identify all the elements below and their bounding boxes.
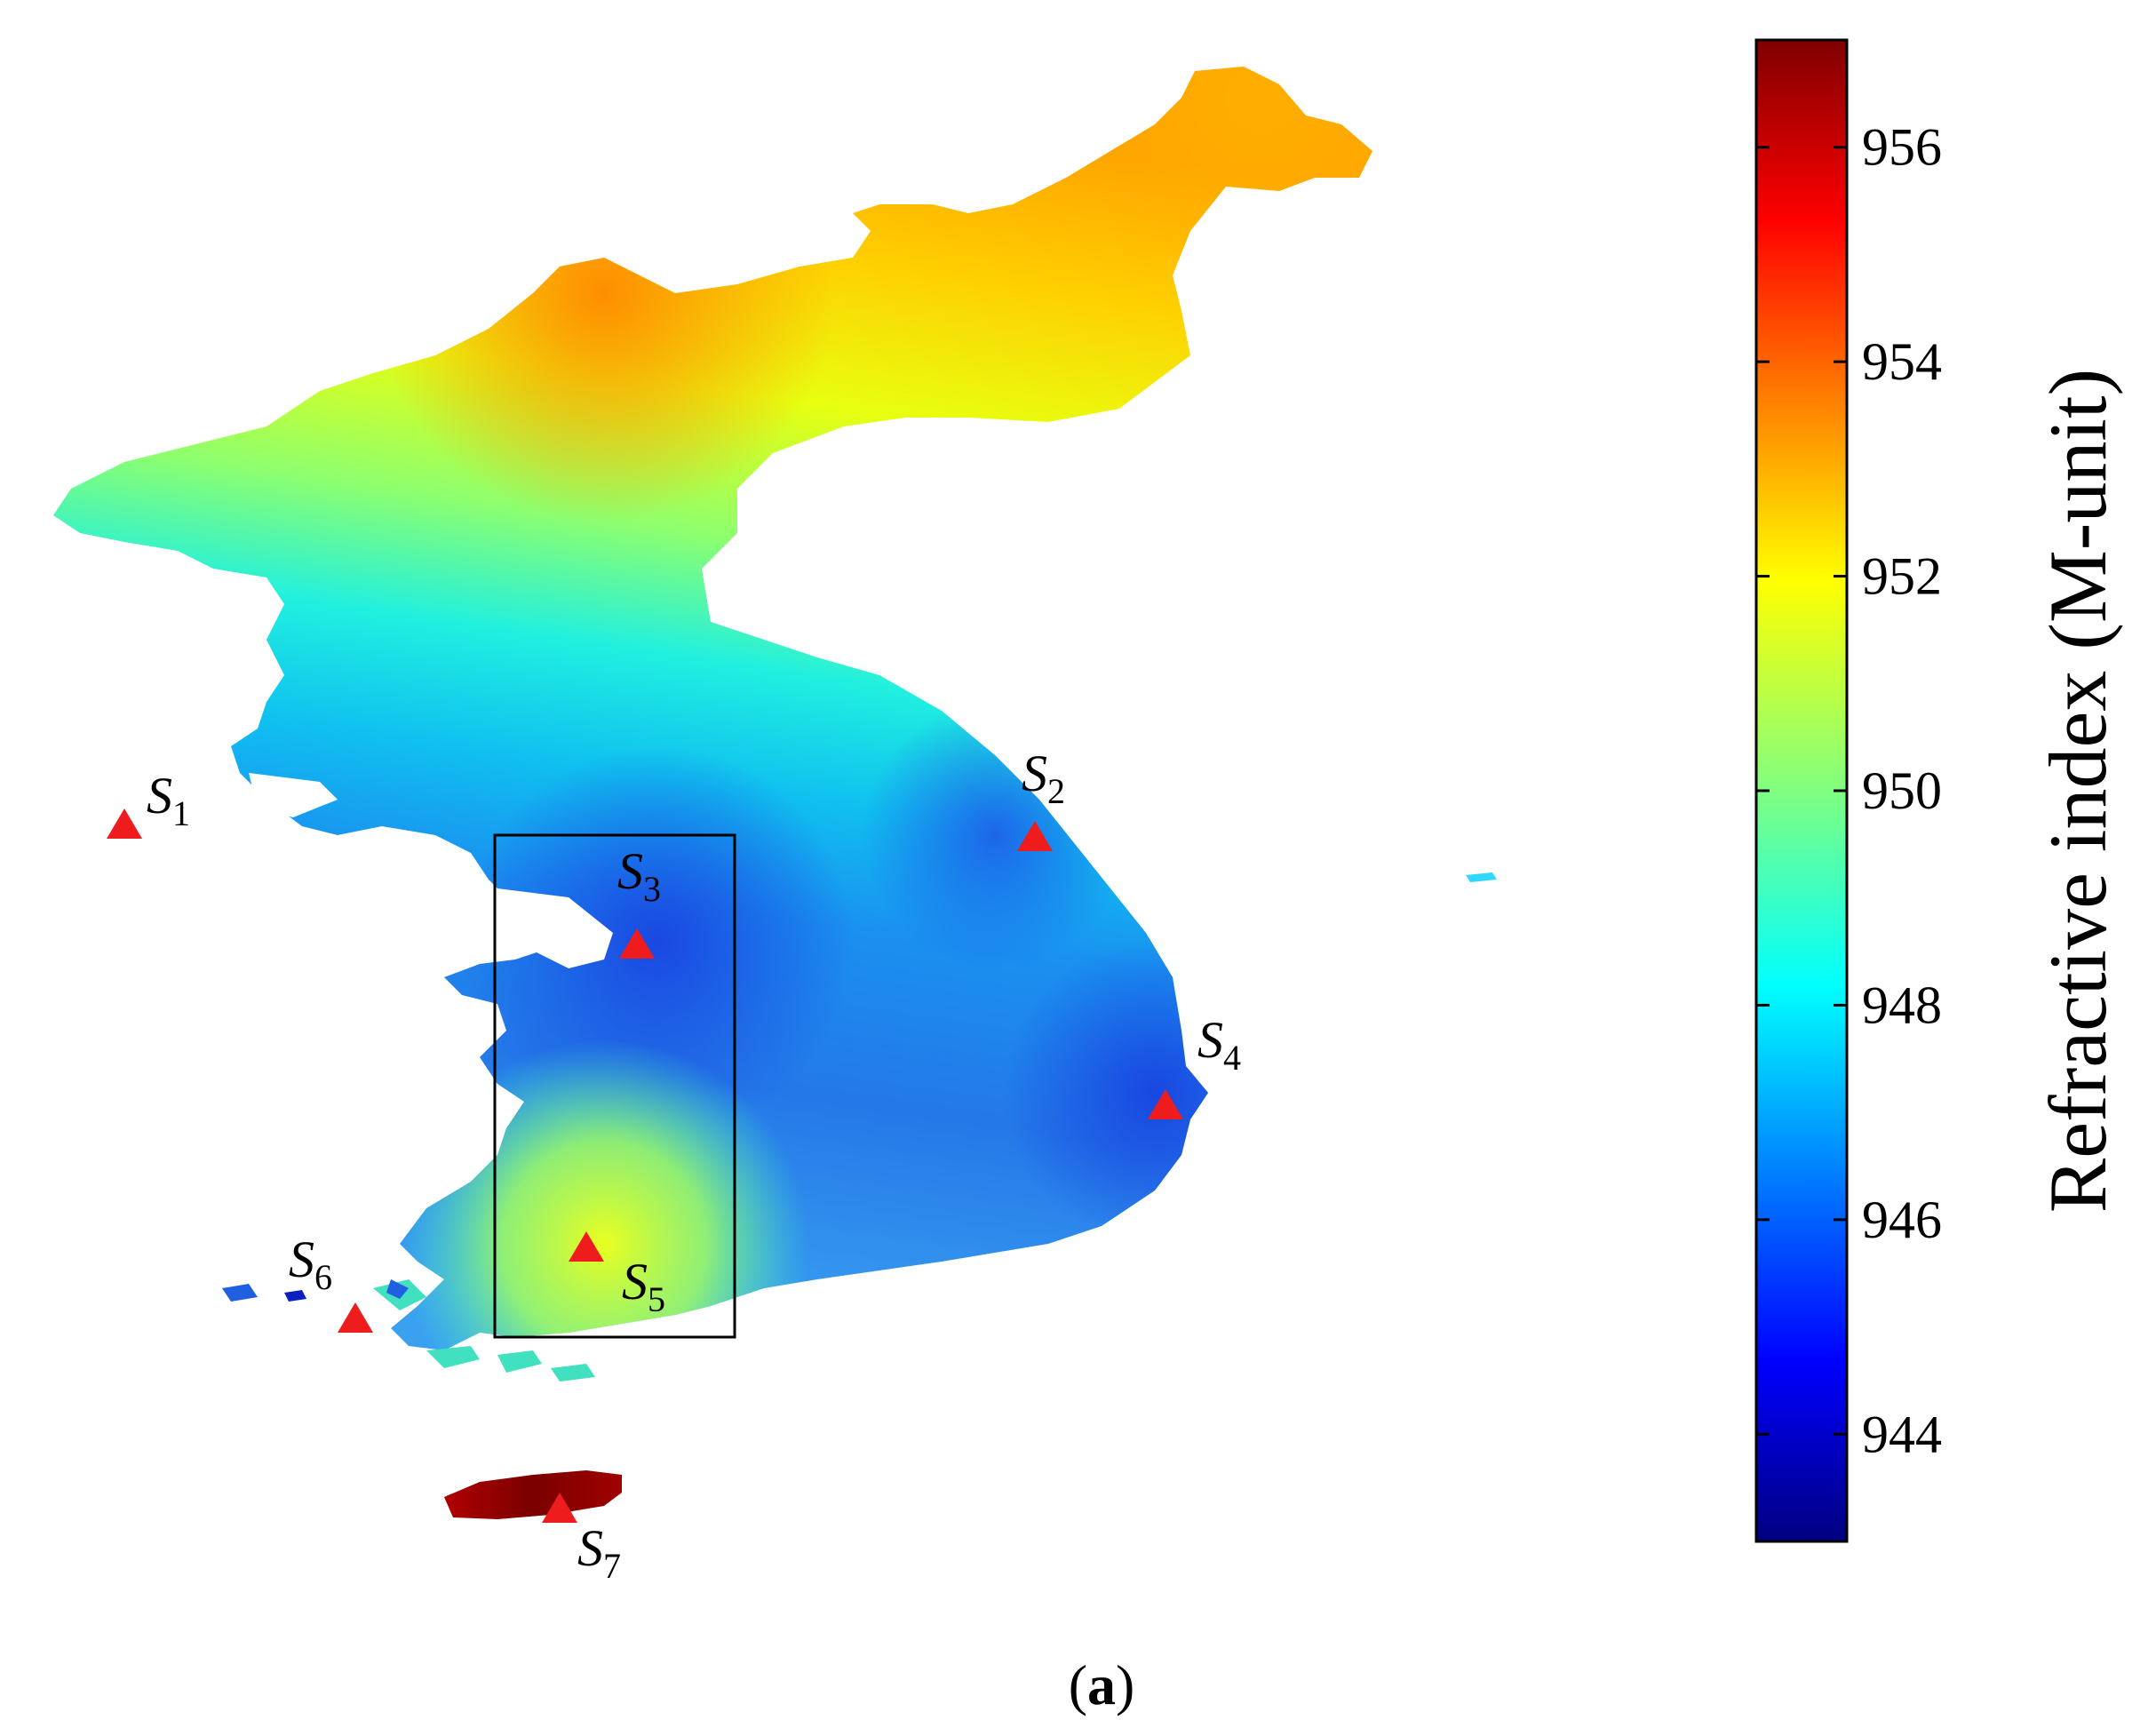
colorbar-tick-label: 944 [1862, 1405, 1942, 1463]
colorbar-gradient [1754, 38, 1849, 1543]
site-label-s1: S1 [147, 767, 190, 833]
site-label-s3: S3 [617, 842, 661, 909]
site-label-s2: S2 [1022, 745, 1065, 811]
jeju-island [444, 1470, 622, 1519]
map-area: S1 S2 S3 S4 S5 S6 S7 [53, 67, 1497, 1586]
colorbar-ticks: 944 946 948 950 952 954 956 [1756, 118, 1942, 1463]
site-label-s7: S7 [577, 1519, 621, 1586]
site-label-s5: S5 [622, 1253, 665, 1319]
site-label-s6: S6 [289, 1230, 332, 1297]
study-area-box [493, 833, 736, 1339]
colorbar-tick-label: 948 [1862, 976, 1942, 1034]
site-marker-s2[interactable] [1017, 821, 1053, 851]
west-islands [222, 1279, 409, 1302]
site-marker-s7[interactable] [542, 1493, 577, 1523]
colorbar-tick-label: 956 [1862, 118, 1942, 177]
colorbar-tick-label: 950 [1862, 761, 1942, 820]
inlet-west [249, 773, 338, 817]
refractivity-field [53, 67, 1372, 1350]
site-marker-s6[interactable] [338, 1302, 373, 1333]
site-marker-s5[interactable] [569, 1231, 604, 1262]
colorbar-title: Refractive index (M-unit) [2033, 369, 2123, 1213]
site-label-s4: S4 [1197, 1011, 1241, 1078]
panel-label: (a) [1069, 1653, 1135, 1716]
site-marker-s1[interactable] [107, 808, 142, 839]
far-west-islands [284, 1290, 306, 1302]
site-markers: S1 S2 S3 S4 S5 S6 S7 [107, 745, 1241, 1586]
inlet-gyeonggi [497, 888, 613, 968]
east-island [1466, 872, 1497, 882]
colorbar: 944 946 948 950 952 954 956 Refractive index (… [1754, 38, 2123, 1543]
site-marker-s4[interactable] [1148, 1089, 1183, 1119]
colorbar-tick-label: 946 [1862, 1191, 1942, 1249]
site-marker-s3[interactable] [619, 928, 655, 959]
colorbar-tick-label: 954 [1862, 332, 1942, 391]
colorbar-tick-label: 952 [1862, 547, 1942, 606]
